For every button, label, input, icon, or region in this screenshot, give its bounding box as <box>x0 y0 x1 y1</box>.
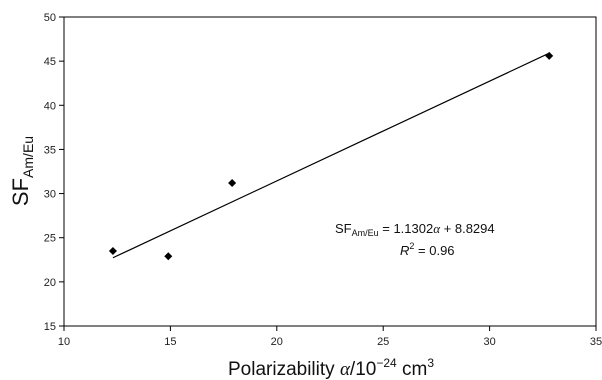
x-tick-label: 35 <box>590 336 602 348</box>
data-point <box>228 178 237 187</box>
y-tick-label: 40 <box>44 100 56 112</box>
equation-annotation: SFAm/Eu = 1.1302α + 8.8294 <box>335 221 495 238</box>
x-tick-label: 25 <box>377 336 389 348</box>
data-point <box>164 252 173 261</box>
x-tick-label: 30 <box>483 336 495 348</box>
x-axis-title: Polarizability α/10−24 cm3 <box>228 356 434 380</box>
fit-line-group <box>112 52 550 259</box>
fit-line <box>112 52 550 259</box>
y-tick-label: 15 <box>44 321 56 333</box>
y-tick-label: 20 <box>44 277 56 289</box>
r-squared-annotation: R2 = 0.96 <box>400 241 455 258</box>
plot-area <box>63 16 597 327</box>
data-point <box>108 246 117 255</box>
y-tick-label: 45 <box>44 56 56 68</box>
y-axis-title: SFAm/Eu <box>8 136 36 206</box>
y-tick-label: 50 <box>44 12 56 24</box>
y-tick-label: 25 <box>44 233 56 245</box>
x-tick-label: 20 <box>271 336 283 348</box>
y-tick-label: 30 <box>44 189 56 201</box>
x-tick-label: 10 <box>58 336 70 348</box>
data-point <box>545 51 554 60</box>
data-points <box>108 51 554 261</box>
y-tick-label: 35 <box>44 144 56 156</box>
x-tick-label: 15 <box>164 336 176 348</box>
